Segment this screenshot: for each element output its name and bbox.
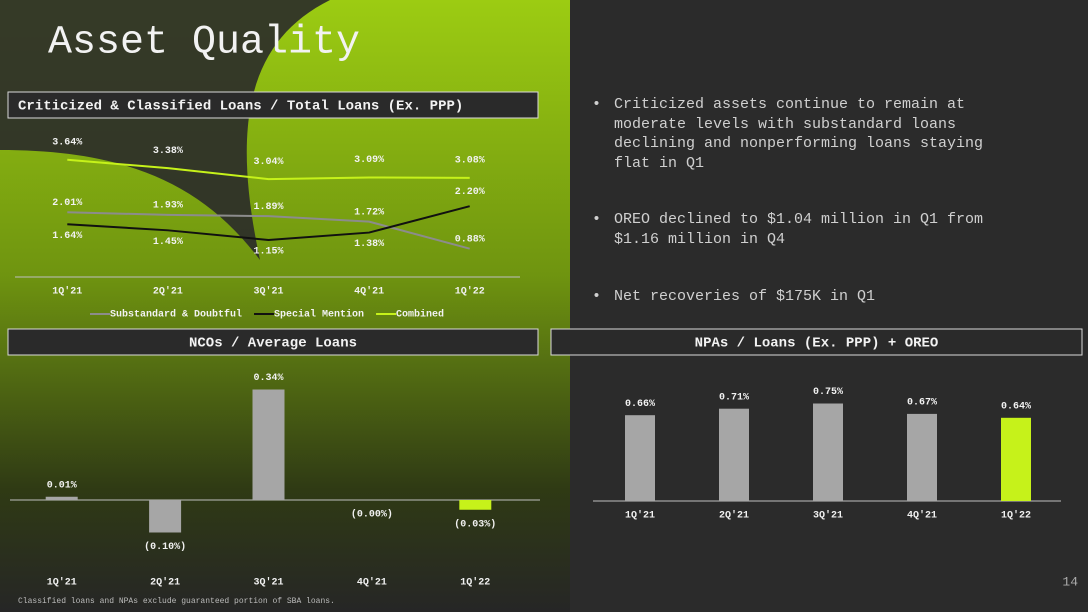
data-label: 3.04% (253, 157, 283, 168)
data-label: 2.01% (52, 198, 82, 209)
x-tick-label: 1Q'21 (47, 577, 77, 589)
data-label: 0.01% (47, 480, 77, 491)
chart-title-box (7, 91, 539, 119)
chart-title: NCOs / Average Loans (189, 336, 357, 352)
bar (149, 500, 182, 533)
data-label: 2.20% (455, 187, 485, 198)
data-label: (0.00%) (351, 509, 393, 521)
data-label: 3.64% (52, 137, 82, 148)
series-line (67, 211, 470, 250)
x-tick-label: 2Q'21 (153, 286, 183, 298)
data-label: 0.71% (719, 392, 749, 403)
legend-label: Combined (396, 309, 444, 321)
data-label: 1.72% (354, 207, 384, 218)
x-tick-label: 1Q'21 (625, 510, 655, 522)
x-tick-label: 2Q'21 (719, 510, 749, 522)
bar (459, 500, 492, 510)
chart-title-box (550, 328, 1083, 356)
data-label: 0.64% (1001, 401, 1031, 412)
bar (252, 389, 285, 500)
data-label: 0.67% (907, 398, 937, 409)
bullet-text: Net recoveries of $175K in Q1 (614, 288, 876, 305)
data-label: 0.88% (455, 234, 485, 245)
bar (813, 403, 843, 501)
bar (625, 415, 655, 501)
bullet: • Net recoveries of $175K in Q1 (592, 287, 1022, 307)
bullet-text: Criticized assets continue to remain at … (614, 96, 984, 172)
data-label: (0.10%) (144, 541, 186, 553)
data-label: 1.38% (354, 239, 384, 250)
page-number: 14 (1062, 574, 1078, 589)
x-tick-label: 1Q'22 (455, 286, 485, 298)
x-tick-label: 3Q'21 (253, 286, 283, 298)
x-tick-label: 1Q'21 (52, 286, 82, 298)
series-line (67, 158, 470, 181)
chart-title-box (7, 328, 539, 356)
data-label: 3.09% (354, 155, 384, 166)
series-line (67, 205, 470, 241)
bar (1001, 417, 1031, 501)
x-tick-label: 2Q'21 (150, 577, 180, 589)
x-tick-label: 4Q'21 (354, 286, 384, 298)
x-tick-label: 1Q'22 (1001, 510, 1031, 522)
x-tick-label: 1Q'22 (460, 577, 490, 589)
bar (907, 413, 937, 501)
data-label: 0.34% (253, 373, 283, 384)
bullet: • Criticized assets continue to remain at… (592, 95, 1022, 173)
bar (719, 408, 749, 501)
data-label: 1.45% (153, 237, 183, 248)
data-label: 1.93% (153, 200, 183, 211)
data-label: 3.38% (153, 146, 183, 157)
data-label: 0.75% (813, 387, 843, 398)
data-label: 1.15% (253, 247, 283, 258)
data-label: 1.64% (52, 231, 82, 242)
bullet-text: OREO declined to $1.04 million in Q1 fro… (614, 211, 984, 248)
bar (45, 496, 78, 500)
right-panel (570, 0, 1088, 612)
swoosh (0, 0, 330, 260)
data-label: 1.89% (253, 202, 283, 213)
data-label: 0.66% (625, 399, 655, 410)
x-tick-label: 3Q'21 (813, 510, 843, 522)
legend-label: Substandard & Doubtful (110, 309, 242, 321)
x-tick-label: 4Q'21 (357, 577, 387, 589)
legend-label: Special Mention (274, 309, 364, 321)
data-label: 3.08% (455, 155, 485, 166)
bullet: • OREO declined to $1.04 million in Q1 fr… (592, 210, 1022, 249)
chart-title: Criticized & Classified Loans / Total Lo… (18, 99, 463, 115)
slide-title: Asset Quality (48, 21, 360, 66)
x-tick-label: 3Q'21 (253, 577, 283, 589)
footnote: Classified loans and NPAs exclude guaran… (18, 597, 335, 606)
chart-title: NPAs / Loans (Ex. PPP) + OREO (695, 336, 939, 352)
data-label: (0.03%) (454, 518, 496, 530)
x-tick-label: 4Q'21 (907, 510, 937, 522)
